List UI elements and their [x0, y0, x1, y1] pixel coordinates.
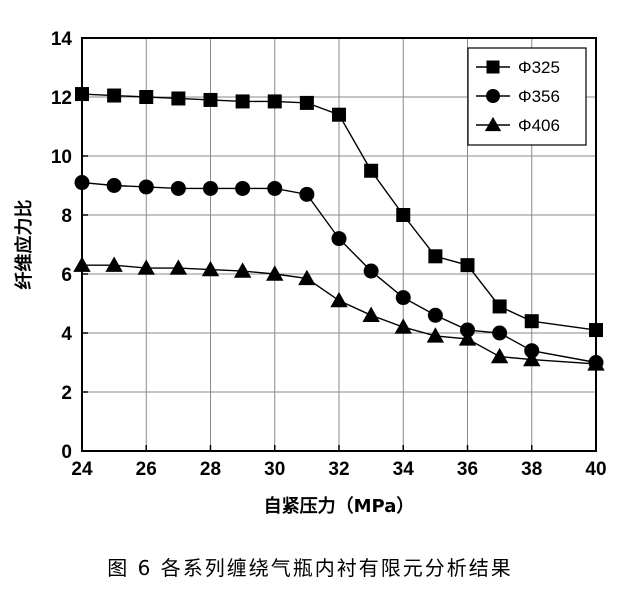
legend: Φ325 Φ356 Φ406	[467, 47, 587, 146]
data-point	[170, 180, 186, 196]
data-point	[427, 307, 443, 323]
x-tick-label: 28	[200, 459, 221, 480]
data-point	[330, 291, 348, 308]
x-tick-label: 34	[393, 459, 415, 480]
data-point	[492, 325, 508, 341]
data-point	[105, 256, 123, 272]
data-point	[235, 180, 251, 196]
data-point	[267, 94, 282, 109]
data-point	[169, 259, 188, 275]
series-layer	[73, 87, 605, 371]
series-line	[81, 181, 597, 364]
legend-label: Φ356	[518, 87, 560, 106]
legend-marker	[486, 89, 500, 103]
y-tick-label: 0	[61, 442, 72, 463]
data-point	[137, 259, 155, 275]
x-axis-title: 自紧压力（MPa）	[264, 495, 415, 517]
data-point	[332, 107, 346, 122]
x-tick-label: 36	[457, 459, 478, 480]
x-tick-label: 38	[521, 459, 542, 480]
legend-marker	[486, 60, 500, 74]
data-point	[395, 290, 411, 306]
y-tick-label: 14	[51, 29, 73, 50]
data-point	[524, 314, 539, 329]
y-tick-label: 4	[61, 324, 72, 345]
data-point	[171, 91, 186, 106]
x-tick-label: 32	[328, 459, 349, 480]
data-point	[267, 180, 283, 196]
data-point	[523, 350, 541, 367]
data-point	[266, 265, 284, 281]
data-point	[298, 269, 316, 286]
series-line	[81, 93, 597, 331]
y-tick-label: 10	[51, 147, 72, 168]
data-point	[139, 90, 154, 104]
data-point	[364, 163, 379, 178]
data-point	[394, 318, 412, 334]
data-point	[233, 262, 252, 278]
data-point	[235, 94, 250, 109]
data-point	[106, 178, 122, 193]
data-point	[396, 208, 411, 222]
data-point	[460, 258, 475, 273]
data-point	[138, 179, 154, 195]
figure-caption: 图 6 各系列缠绕气瓶内衬有限元分析结果	[107, 556, 513, 580]
data-point	[203, 92, 218, 107]
data-point	[299, 95, 314, 110]
data-point	[458, 330, 477, 346]
x-tick-label: 24	[71, 459, 93, 480]
data-point	[331, 231, 347, 247]
data-point	[426, 327, 445, 343]
series-0	[75, 87, 603, 338]
y-tick-label: 2	[61, 383, 72, 404]
y-axis-title: 纤维应力比	[13, 200, 35, 290]
x-tick-label: 30	[264, 459, 285, 480]
data-point	[299, 186, 315, 202]
y-tick-label: 6	[61, 265, 72, 286]
data-point	[492, 299, 507, 314]
x-tick-label: 26	[136, 459, 157, 480]
x-tick-label: 40	[585, 459, 606, 480]
data-point	[362, 306, 380, 322]
legend-marker	[484, 116, 502, 132]
series-line	[82, 264, 597, 365]
series-2	[73, 256, 605, 371]
legend-label: Φ325	[518, 58, 560, 77]
data-point	[107, 88, 122, 103]
data-point	[524, 343, 540, 359]
legend-label: Φ406	[518, 116, 560, 135]
data-point	[203, 180, 218, 196]
data-point	[460, 322, 475, 338]
data-point	[363, 263, 379, 279]
y-tick-label: 12	[51, 88, 72, 109]
data-point	[490, 347, 509, 364]
data-point	[201, 260, 220, 277]
series-1	[74, 175, 604, 370]
y-tick-label: 8	[61, 206, 72, 227]
data-point	[428, 249, 443, 264]
